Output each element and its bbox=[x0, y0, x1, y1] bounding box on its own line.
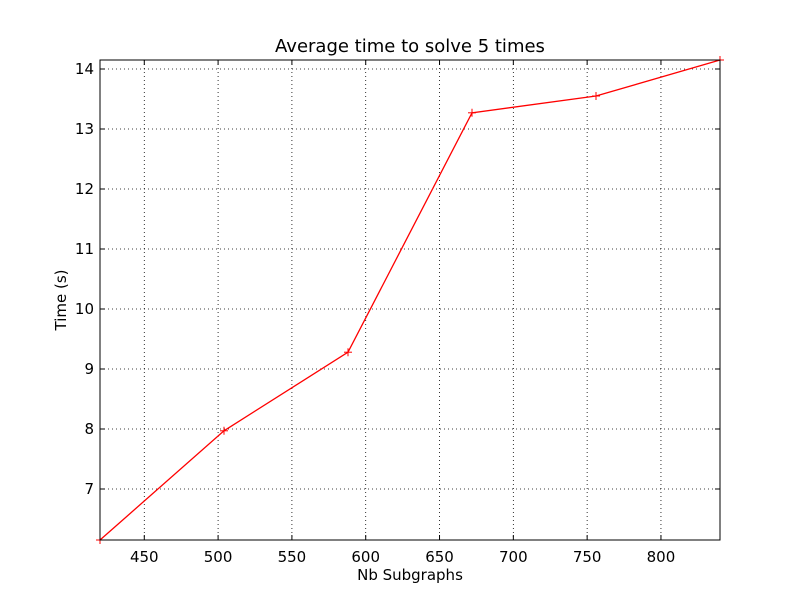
y-tick-label: 14 bbox=[75, 60, 94, 78]
data-point-marker bbox=[220, 426, 228, 435]
tick-labels: 450 500 550 600 650 700 750 800 7 8 9 10 11 12 13 14 bbox=[75, 60, 675, 566]
data-point-marker bbox=[592, 92, 600, 100]
y-tick-label: 10 bbox=[75, 300, 94, 318]
y-axis-label: Time (s) bbox=[52, 270, 70, 332]
x-tick-label: 450 bbox=[130, 548, 159, 566]
x-tick-label: 550 bbox=[278, 548, 307, 566]
ticks bbox=[100, 60, 720, 540]
y-tick-label: 12 bbox=[75, 180, 94, 198]
x-tick-label: 750 bbox=[573, 548, 602, 566]
plot-area bbox=[100, 60, 720, 540]
series-line bbox=[99, 59, 721, 541]
x-axis-label: Nb Subgraphs bbox=[357, 566, 463, 584]
y-tick-label: 9 bbox=[84, 360, 94, 378]
x-tick-label: 600 bbox=[351, 548, 380, 566]
y-tick-label: 8 bbox=[84, 420, 94, 438]
plot-frame bbox=[99, 59, 721, 541]
x-tick-label: 650 bbox=[425, 548, 454, 566]
x-tick-label: 500 bbox=[204, 548, 233, 566]
x-tick-label: 800 bbox=[647, 548, 676, 566]
data-point-marker bbox=[344, 348, 352, 357]
y-tick-label: 7 bbox=[84, 480, 94, 498]
chart-title: Average time to solve 5 times bbox=[275, 36, 545, 57]
data-point-marker bbox=[468, 108, 476, 117]
y-tick-label: 13 bbox=[75, 120, 94, 138]
y-tick-label: 11 bbox=[75, 240, 94, 258]
x-tick-label: 700 bbox=[499, 548, 528, 566]
grid bbox=[100, 60, 720, 540]
